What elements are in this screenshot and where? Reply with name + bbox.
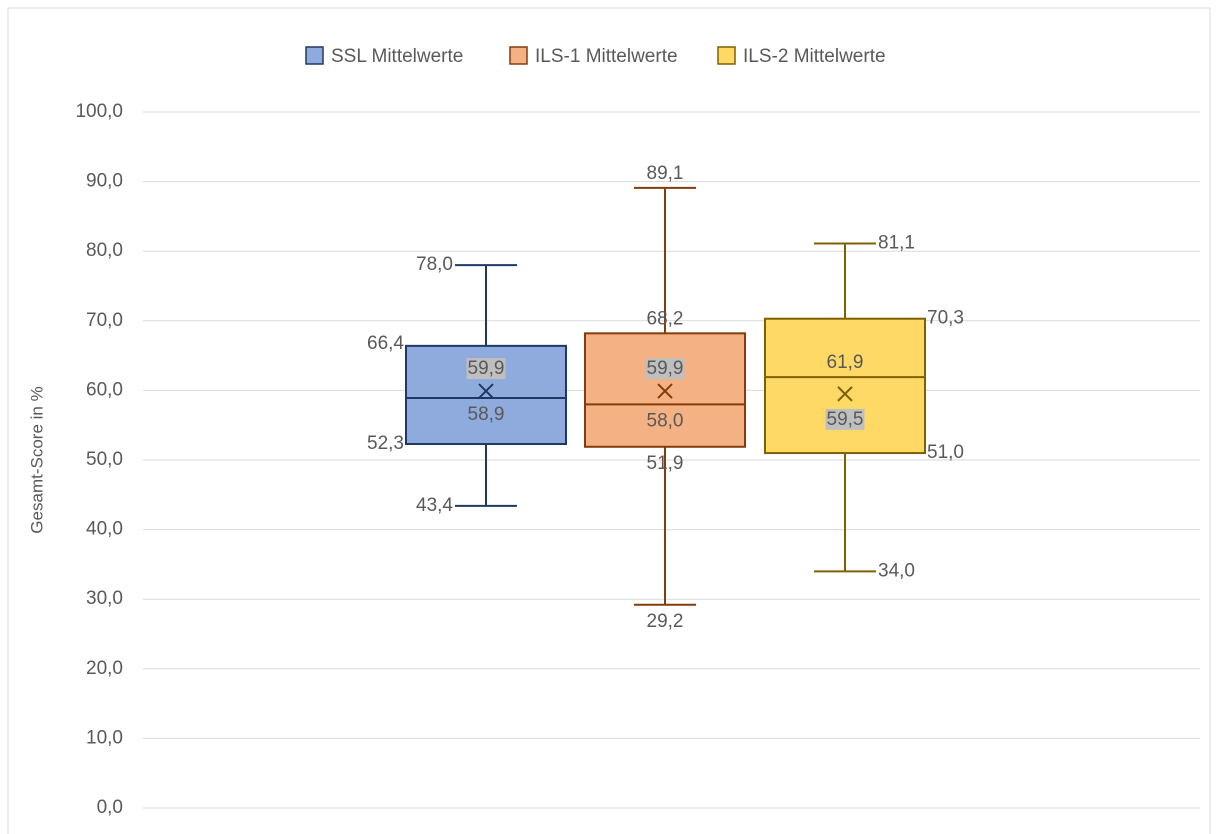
mean-label-bg xyxy=(645,358,685,380)
mean-label: 59,5 xyxy=(827,409,864,430)
value-label: 58,9 xyxy=(468,404,505,425)
box xyxy=(764,317,926,455)
value-label: 78,0 xyxy=(416,254,453,275)
y-tick-label: 70,0 xyxy=(86,310,123,331)
value-label: 34,0 xyxy=(878,560,915,581)
y-tick-label: 20,0 xyxy=(86,658,123,679)
y-tick-label: 0,0 xyxy=(97,797,123,818)
value-label: 43,4 xyxy=(416,495,453,516)
mean-label: 59,9 xyxy=(468,358,505,379)
value-label: 61,9 xyxy=(827,352,864,373)
y-tick-label: 100,0 xyxy=(75,101,123,122)
value-label: 29,2 xyxy=(647,611,684,632)
value-label: 52,3 xyxy=(367,433,404,454)
legend-swatch xyxy=(305,46,324,65)
y-tick-label: 50,0 xyxy=(86,449,123,470)
mean-marker xyxy=(478,383,494,399)
mean-label-bg xyxy=(466,358,506,380)
mean-label: 59,9 xyxy=(647,358,684,379)
value-label: 89,1 xyxy=(647,163,684,184)
y-axis-label: Gesamt-Score in % xyxy=(27,386,46,533)
value-label: 68,2 xyxy=(647,308,684,329)
mean-marker xyxy=(837,386,853,402)
y-tick-label: 30,0 xyxy=(86,588,123,609)
box xyxy=(405,344,567,445)
legend-label: SSL Mittelwerte xyxy=(331,46,463,67)
y-tick-label: 40,0 xyxy=(86,519,123,540)
value-label: 66,4 xyxy=(367,333,404,354)
legend-swatch xyxy=(717,46,736,65)
legend-label: ILS-1 Mittelwerte xyxy=(535,46,678,67)
value-label: 81,1 xyxy=(878,233,915,254)
chart-border xyxy=(7,7,1211,834)
value-label: 51,9 xyxy=(647,453,684,474)
mean-label-bg xyxy=(825,408,865,430)
legend-swatch xyxy=(509,46,528,65)
value-label: 70,3 xyxy=(927,308,964,329)
y-tick-label: 60,0 xyxy=(86,379,123,400)
y-tick-label: 90,0 xyxy=(86,171,123,192)
y-tick-label: 10,0 xyxy=(86,727,123,748)
value-label: 51,0 xyxy=(927,442,964,463)
mean-marker xyxy=(657,383,673,399)
value-label: 58,0 xyxy=(647,410,684,431)
y-tick-label: 80,0 xyxy=(86,240,123,261)
legend-label: ILS-2 Mittelwerte xyxy=(743,46,886,67)
